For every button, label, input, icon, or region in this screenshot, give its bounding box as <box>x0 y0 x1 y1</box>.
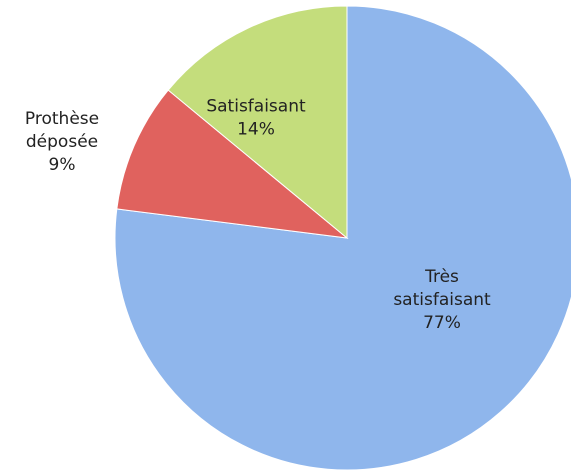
pie <box>114 5 571 471</box>
slice-label-line: Satisfaisant <box>206 97 306 117</box>
slice-label: Prothèse déposée <box>25 109 99 152</box>
pie-slice <box>167 5 348 240</box>
slice-value-label: 14% <box>237 120 275 140</box>
slice-label-line: satisfaisant <box>393 290 491 310</box>
slice-label-line: Prothèse <box>25 109 99 129</box>
slice-label: Très satisfaisant <box>393 267 491 310</box>
slice-value-label: 77% <box>423 313 461 333</box>
slice-label: Satisfaisant <box>206 97 306 117</box>
slice-label-line: déposée <box>26 132 98 152</box>
slice-label-line: Très <box>424 267 459 287</box>
slice-value-label: 9% <box>49 155 76 175</box>
pie-slice <box>116 89 349 239</box>
